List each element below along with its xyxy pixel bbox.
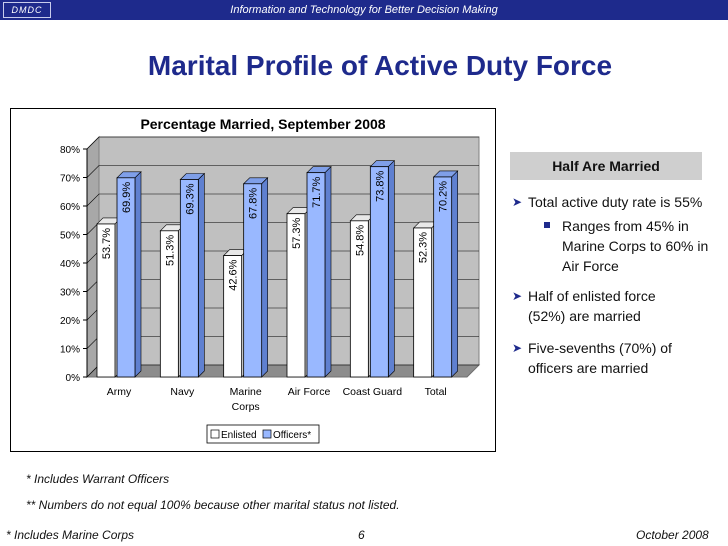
- square-bullet-icon: [544, 222, 550, 228]
- bullet-enlisted: ➤ Half of enlisted force (52%) are marri…: [510, 286, 720, 326]
- panel-heading: Half Are Married: [510, 152, 702, 180]
- bullet-officers: ➤ Five-sevenths (70%) of officers are ma…: [510, 338, 720, 378]
- bar-enlisted: [223, 255, 243, 378]
- data-label: 51.3%: [164, 235, 176, 266]
- bar-enlisted: [96, 223, 116, 378]
- arrow-bullet-icon: ➤: [512, 195, 523, 209]
- chart-frame: Percentage Married, September 2008 0% 10%…: [10, 108, 496, 452]
- legend-label: Enlisted: [221, 430, 257, 441]
- y-tick-label: 70%: [60, 174, 80, 185]
- bar-enlisted: [413, 227, 433, 378]
- data-label: 54.8%: [354, 225, 366, 256]
- data-label: 67.8%: [248, 188, 260, 219]
- x-tick-label: Corps: [232, 401, 260, 413]
- footnote-warrant: * Includes Warrant Officers: [26, 472, 170, 486]
- y-tick-label: 80%: [60, 145, 80, 156]
- bar-officers: [433, 176, 453, 378]
- data-label: 71.7%: [311, 176, 323, 207]
- data-label: 52.3%: [418, 232, 430, 263]
- data-label: 73.8%: [374, 170, 386, 201]
- bar-officers: [306, 172, 326, 378]
- gridline: [86, 193, 479, 207]
- y-tick-label: 60%: [60, 202, 80, 213]
- bullet-total-rate: ➤ Total active duty rate is 55%: [510, 192, 720, 212]
- x-tick-label: Total: [425, 386, 447, 398]
- chart-plot: 0% 10% 20% 30% 40% 50% 60% 70% 80% 53.7% 69.9% Army…: [60, 135, 481, 444]
- sub-bullet-text: Ranges from 45% in Marine Corps to 60% i…: [562, 218, 709, 274]
- arrow-bullet-icon: ➤: [512, 289, 523, 303]
- legend-swatch: [262, 429, 272, 439]
- legend-swatch: [210, 429, 220, 439]
- dmdc-logo: DMDC: [3, 2, 51, 18]
- bullet-text: Half of enlisted force (52%) are married: [528, 288, 656, 324]
- sub-bullet-range: Ranges from 45% in Marine Corps to 60% i…: [510, 216, 720, 276]
- y-tick-label: 0%: [66, 373, 81, 384]
- married-bar-chart: Percentage Married, September 2008 0% 10%…: [60, 116, 481, 444]
- bar-officers: [179, 179, 199, 378]
- legend-label: Officers*: [273, 430, 311, 441]
- bar-officers: [243, 183, 263, 378]
- top-banner: DMDC Information and Technology for Bett…: [0, 0, 728, 20]
- bar-side: [134, 171, 142, 378]
- data-label: 69.3%: [184, 183, 196, 214]
- data-label: 57.3%: [291, 217, 303, 248]
- bar-side: [388, 159, 395, 378]
- y-tick-label: 20%: [60, 316, 80, 327]
- bar-enlisted: [349, 220, 369, 378]
- data-label: 42.6%: [228, 259, 240, 290]
- bullet-text: Total active duty rate is 55%: [528, 194, 703, 210]
- arrow-bullet-icon: ➤: [512, 341, 523, 355]
- y-tick-label: 30%: [60, 288, 80, 299]
- footnote-marital: ** Numbers do not equal 100% because oth…: [26, 498, 400, 512]
- x-tick-label: Army: [107, 386, 132, 398]
- chart-title: Percentage Married, September 2008: [140, 116, 385, 132]
- footer-date: October 2008: [636, 528, 709, 542]
- y-tick-label: 40%: [60, 259, 80, 270]
- key-points: ➤ Total active duty rate is 55% Ranges f…: [510, 192, 720, 378]
- x-tick-label: Coast Guard: [343, 386, 403, 398]
- data-label: 70.2%: [438, 181, 450, 212]
- chart-legend: Enlisted Officers*: [206, 424, 320, 444]
- tagline: Information and Technology for Better De…: [230, 4, 498, 16]
- bullet-text: Five-sevenths (70%) of officers are marr…: [528, 340, 672, 376]
- y-tick-label: 50%: [60, 231, 80, 242]
- data-label: 69.9%: [121, 182, 133, 213]
- gridline: [86, 136, 479, 150]
- y-tick-label: 10%: [60, 345, 80, 356]
- x-tick-label: Navy: [170, 386, 195, 398]
- bar-officers: [116, 177, 136, 378]
- bar-officers: [369, 166, 389, 378]
- x-tick-label: Air Force: [288, 386, 331, 398]
- bar-side: [451, 170, 458, 378]
- slide-title: Marital Profile of Active Duty Force: [147, 50, 613, 81]
- bar-enlisted: [159, 230, 179, 378]
- page-number: 6: [358, 528, 365, 542]
- bar-side: [198, 172, 205, 378]
- bar-side: [261, 177, 268, 378]
- data-label: 53.7%: [101, 228, 113, 259]
- footer-note: * Includes Marine Corps: [6, 528, 135, 542]
- bar-side: [324, 165, 332, 378]
- x-tick-label: Marine: [230, 386, 262, 398]
- gridline: [86, 165, 479, 178]
- bar-enlisted: [286, 213, 306, 378]
